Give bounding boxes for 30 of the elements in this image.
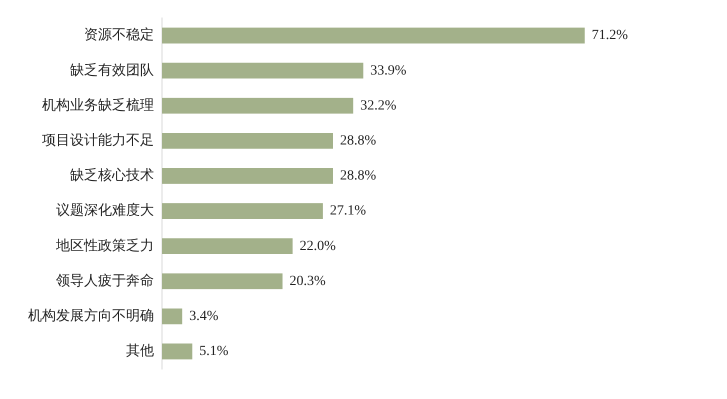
y-tick-label: 地区性政策乏力 xyxy=(55,238,154,254)
data-label: 22.0% xyxy=(300,238,336,254)
bar xyxy=(162,98,354,114)
bar xyxy=(162,308,182,324)
data-label: 3.4% xyxy=(189,309,219,324)
bar xyxy=(162,344,192,360)
data-label: 71.2% xyxy=(592,28,628,44)
bar xyxy=(162,273,283,290)
data-label: 33.9% xyxy=(370,63,407,78)
bar xyxy=(162,62,364,79)
y-tick-label: 其他 xyxy=(126,343,154,360)
data-label: 28.8% xyxy=(340,134,376,149)
y-tick-label: 资源不稳定 xyxy=(84,27,154,44)
data-label: 27.1% xyxy=(330,204,366,219)
y-tick-label: 机构业务缺乏梳理 xyxy=(42,97,154,114)
data-label: 28.8% xyxy=(340,168,376,184)
bar xyxy=(162,28,585,44)
y-tick-label: 议题深化难度大 xyxy=(56,202,154,219)
bar xyxy=(162,132,333,149)
bar xyxy=(162,203,323,219)
y-tick-label: 项目设计能力不足 xyxy=(42,132,154,149)
data-label: 5.1% xyxy=(199,344,229,360)
y-tick-label: 缺乏核心技术 xyxy=(70,168,154,184)
data-label: 32.2% xyxy=(360,98,397,114)
data-label: 20.3% xyxy=(290,274,326,289)
bar xyxy=(162,238,293,254)
y-tick-label: 领导人疲于奔命 xyxy=(56,272,154,289)
y-tick-label: 机构发展方向不明确 xyxy=(28,308,154,324)
y-tick-label: 缺乏有效团队 xyxy=(70,62,154,78)
bar xyxy=(162,168,333,184)
